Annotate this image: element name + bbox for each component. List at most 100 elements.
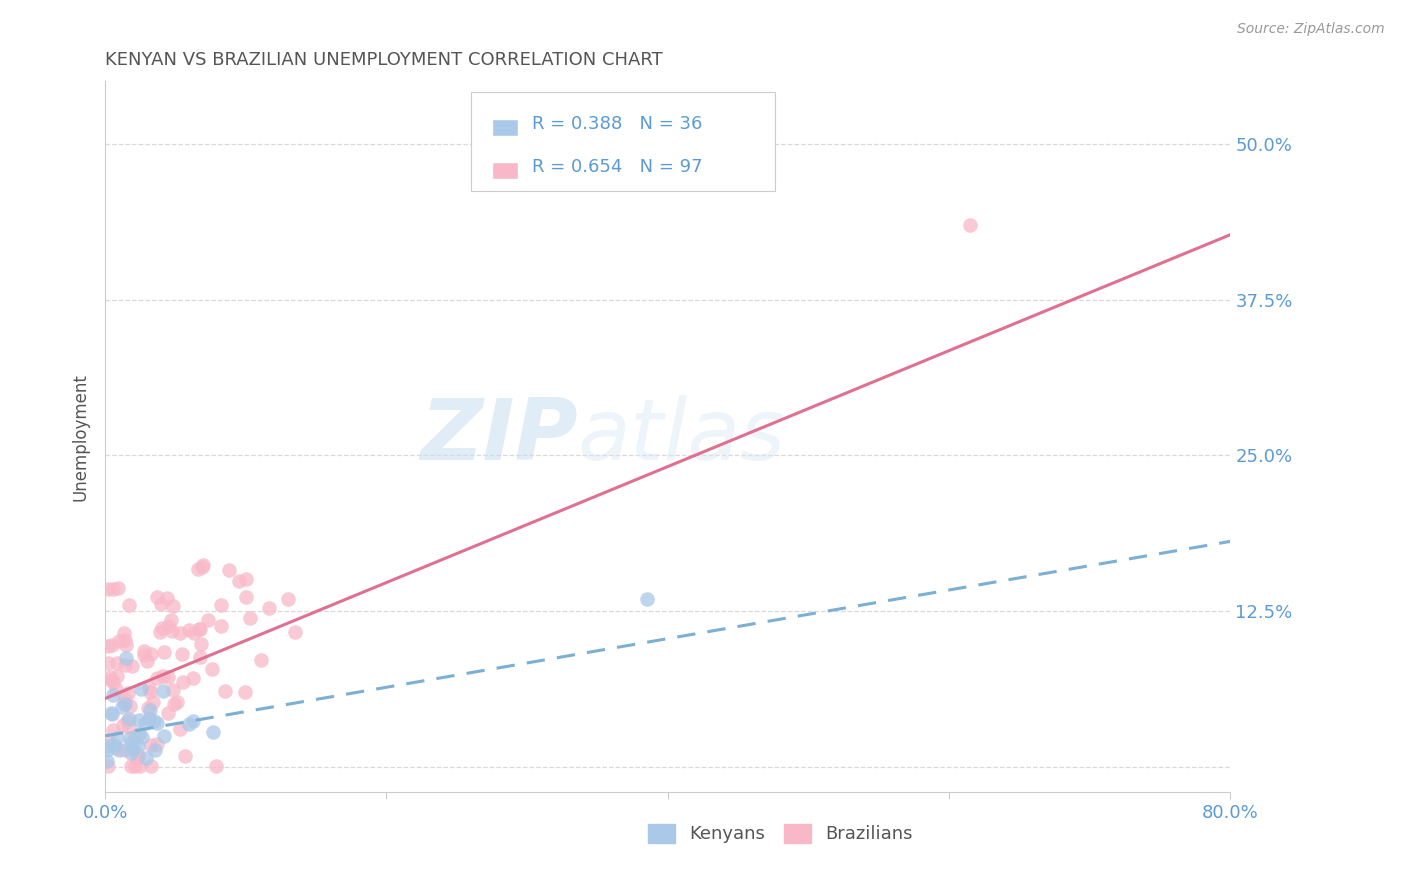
Point bbox=[124, 730, 146, 744]
Point bbox=[118, 712, 141, 726]
Point bbox=[120, 731, 142, 746]
Point bbox=[218, 563, 240, 577]
Point bbox=[111, 699, 134, 714]
Point bbox=[235, 591, 257, 605]
Point bbox=[101, 689, 124, 703]
Point bbox=[114, 692, 136, 706]
Point bbox=[191, 558, 214, 573]
Point bbox=[163, 698, 186, 712]
Point bbox=[202, 725, 225, 739]
Point bbox=[96, 656, 118, 670]
Point bbox=[139, 685, 162, 699]
Point bbox=[118, 598, 141, 612]
Point bbox=[142, 695, 165, 709]
Text: R = 0.654   N = 97: R = 0.654 N = 97 bbox=[531, 159, 702, 177]
Point bbox=[105, 741, 128, 756]
Point bbox=[127, 747, 149, 762]
Point bbox=[155, 591, 177, 605]
Point bbox=[112, 696, 135, 710]
Point bbox=[183, 626, 205, 640]
Point bbox=[150, 597, 173, 611]
Point bbox=[111, 718, 134, 732]
Point bbox=[145, 743, 167, 757]
Point bbox=[179, 716, 201, 731]
Point bbox=[107, 743, 129, 757]
Point bbox=[146, 737, 169, 751]
Point bbox=[156, 670, 179, 684]
Point bbox=[128, 726, 150, 740]
Point bbox=[157, 618, 180, 632]
Point bbox=[146, 590, 169, 604]
Point bbox=[149, 625, 172, 640]
Point bbox=[136, 701, 159, 715]
Point bbox=[277, 592, 299, 607]
Point bbox=[125, 751, 148, 765]
Point bbox=[235, 684, 257, 698]
FancyBboxPatch shape bbox=[494, 163, 519, 179]
Point bbox=[121, 659, 143, 673]
Point bbox=[101, 638, 124, 652]
Text: KENYAN VS BRAZILIAN UNEMPLOYMENT CORRELATION CHART: KENYAN VS BRAZILIAN UNEMPLOYMENT CORRELA… bbox=[105, 51, 664, 69]
Point bbox=[146, 671, 169, 685]
Point bbox=[114, 632, 136, 647]
Point bbox=[108, 633, 131, 648]
Legend: Kenyans, Brazilians: Kenyans, Brazilians bbox=[648, 824, 912, 843]
Point bbox=[96, 743, 118, 757]
Point bbox=[209, 619, 232, 633]
Point bbox=[105, 731, 128, 746]
Point bbox=[120, 746, 142, 760]
Point bbox=[162, 682, 184, 697]
Point bbox=[197, 613, 219, 627]
Point bbox=[135, 654, 157, 668]
Point bbox=[134, 648, 156, 662]
Point bbox=[129, 681, 152, 696]
Point bbox=[138, 681, 160, 695]
Point bbox=[105, 669, 128, 683]
Point bbox=[101, 582, 124, 596]
Point bbox=[100, 707, 122, 722]
Point bbox=[97, 739, 120, 754]
Point bbox=[169, 722, 191, 736]
Point bbox=[162, 599, 184, 613]
Point bbox=[170, 648, 193, 662]
Point bbox=[160, 613, 183, 627]
Point bbox=[190, 649, 212, 664]
Point bbox=[138, 712, 160, 726]
Point bbox=[114, 742, 136, 756]
Point bbox=[209, 599, 232, 613]
Point bbox=[238, 610, 260, 624]
Point bbox=[235, 572, 257, 586]
Point bbox=[98, 670, 121, 684]
Point bbox=[191, 560, 214, 574]
Point bbox=[188, 623, 211, 637]
Text: atlas: atlas bbox=[578, 395, 786, 478]
Text: Source: ZipAtlas.com: Source: ZipAtlas.com bbox=[1237, 22, 1385, 37]
Point bbox=[187, 622, 209, 636]
Point bbox=[96, 754, 118, 768]
Point bbox=[134, 715, 156, 730]
Point bbox=[134, 644, 156, 658]
Point bbox=[120, 759, 142, 773]
Point bbox=[103, 738, 125, 752]
Point bbox=[129, 759, 152, 773]
Point bbox=[118, 720, 141, 734]
Point bbox=[115, 639, 138, 653]
Point bbox=[139, 647, 162, 661]
Point bbox=[124, 759, 146, 773]
Point bbox=[214, 684, 236, 698]
Text: R = 0.388   N = 36: R = 0.388 N = 36 bbox=[531, 115, 702, 133]
Point bbox=[174, 749, 197, 764]
Point bbox=[97, 582, 120, 596]
Point bbox=[96, 759, 118, 773]
Point bbox=[636, 591, 658, 606]
FancyBboxPatch shape bbox=[471, 92, 775, 192]
Point bbox=[166, 695, 188, 709]
Point bbox=[115, 714, 138, 728]
Point bbox=[104, 681, 127, 696]
Point bbox=[190, 637, 212, 651]
Point bbox=[100, 673, 122, 687]
Point bbox=[114, 650, 136, 665]
Point bbox=[152, 669, 174, 683]
Point bbox=[172, 675, 194, 690]
Point bbox=[128, 714, 150, 728]
